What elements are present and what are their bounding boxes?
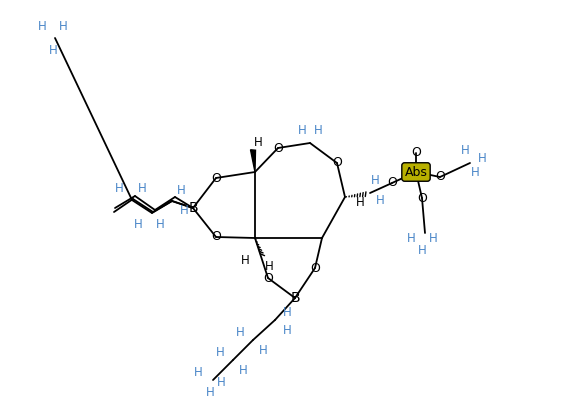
Text: H: H — [239, 364, 247, 377]
Text: O: O — [387, 177, 397, 189]
Text: B: B — [188, 201, 198, 215]
Text: B: B — [290, 291, 300, 305]
Polygon shape — [251, 150, 256, 172]
Text: O: O — [417, 191, 427, 204]
Text: O: O — [411, 146, 421, 160]
Text: H: H — [180, 204, 189, 218]
Text: H: H — [205, 387, 215, 400]
Text: H: H — [428, 231, 437, 245]
Text: O: O — [263, 272, 273, 285]
Text: H: H — [236, 326, 244, 339]
Text: H: H — [314, 124, 323, 137]
Text: O: O — [211, 231, 221, 243]
Text: H: H — [461, 144, 470, 157]
Text: H: H — [258, 344, 267, 357]
Text: H: H — [370, 173, 379, 187]
Text: O: O — [435, 171, 445, 184]
Text: H: H — [283, 324, 292, 337]
Text: H: H — [137, 182, 146, 196]
Text: H: H — [155, 218, 164, 231]
Text: H: H — [477, 153, 486, 166]
Text: H: H — [115, 182, 123, 196]
Text: H: H — [177, 184, 185, 196]
Text: H: H — [265, 259, 274, 272]
Text: H: H — [48, 43, 57, 56]
Text: H: H — [216, 346, 225, 359]
Text: H: H — [471, 166, 479, 180]
Text: H: H — [240, 254, 249, 267]
Text: H: H — [59, 20, 68, 32]
Text: O: O — [332, 157, 342, 169]
Text: O: O — [310, 261, 320, 274]
Text: H: H — [406, 231, 415, 245]
Text: H: H — [253, 135, 262, 148]
Text: H: H — [376, 195, 385, 207]
Text: H: H — [133, 218, 142, 231]
Text: H: H — [38, 20, 46, 32]
Text: H: H — [356, 196, 364, 209]
Text: H: H — [418, 245, 426, 258]
Text: H: H — [283, 306, 292, 319]
Text: O: O — [211, 171, 221, 184]
Text: H: H — [298, 124, 306, 137]
Text: Abs: Abs — [405, 166, 427, 178]
Text: H: H — [217, 375, 225, 389]
Text: H: H — [194, 366, 202, 378]
Text: O: O — [273, 142, 283, 155]
